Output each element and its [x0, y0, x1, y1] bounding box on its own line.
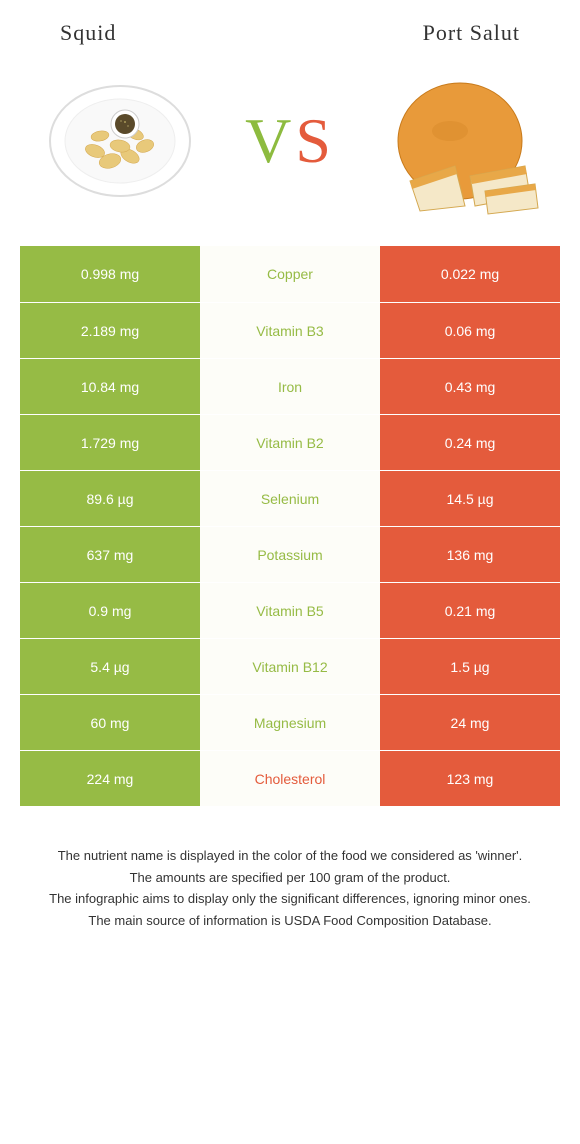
table-row: 224 mgCholesterol123 mg [20, 750, 560, 806]
nutrient-name: Vitamin B2 [200, 415, 380, 470]
header: Squid Port Salut [20, 20, 560, 46]
footnotes: The nutrient name is displayed in the co… [20, 846, 560, 930]
right-value: 123 mg [380, 751, 560, 806]
footnote-line: The main source of information is USDA F… [40, 911, 540, 931]
right-value: 0.24 mg [380, 415, 560, 470]
right-value: 24 mg [380, 695, 560, 750]
right-food-image [370, 66, 550, 216]
nutrient-name: Vitamin B3 [200, 303, 380, 358]
right-value: 0.43 mg [380, 359, 560, 414]
left-value: 224 mg [20, 751, 200, 806]
right-value: 14.5 µg [380, 471, 560, 526]
table-row: 10.84 mgIron0.43 mg [20, 358, 560, 414]
table-row: 5.4 µgVitamin B121.5 µg [20, 638, 560, 694]
nutrient-name: Vitamin B12 [200, 639, 380, 694]
right-food-title: Port Salut [423, 20, 520, 46]
footnote-line: The amounts are specified per 100 gram o… [40, 868, 540, 888]
table-row: 637 mgPotassium136 mg [20, 526, 560, 582]
nutrient-name: Potassium [200, 527, 380, 582]
left-value: 5.4 µg [20, 639, 200, 694]
right-value: 0.022 mg [380, 246, 560, 302]
nutrient-name: Cholesterol [200, 751, 380, 806]
table-row: 0.998 mgCopper0.022 mg [20, 246, 560, 302]
left-value: 1.729 mg [20, 415, 200, 470]
table-row: 89.6 µgSelenium14.5 µg [20, 470, 560, 526]
nutrient-name: Copper [200, 246, 380, 302]
table-row: 60 mgMagnesium24 mg [20, 694, 560, 750]
left-value: 89.6 µg [20, 471, 200, 526]
footnote-line: The nutrient name is displayed in the co… [40, 846, 540, 866]
left-value: 0.998 mg [20, 246, 200, 302]
left-food-title: Squid [60, 20, 116, 46]
left-value: 637 mg [20, 527, 200, 582]
vs-letter-v: V [245, 105, 295, 176]
vs-letter-s: S [295, 105, 335, 176]
right-value: 0.06 mg [380, 303, 560, 358]
table-row: 2.189 mgVitamin B30.06 mg [20, 302, 560, 358]
right-value: 1.5 µg [380, 639, 560, 694]
right-value: 0.21 mg [380, 583, 560, 638]
nutrient-table: 0.998 mgCopper0.022 mg2.189 mgVitamin B3… [20, 246, 560, 806]
nutrient-name: Selenium [200, 471, 380, 526]
left-value: 10.84 mg [20, 359, 200, 414]
footnote-line: The infographic aims to display only the… [40, 889, 540, 909]
image-row: VS [20, 66, 560, 216]
nutrient-name: Iron [200, 359, 380, 414]
vs-label: VS [245, 104, 335, 178]
left-value: 60 mg [20, 695, 200, 750]
left-value: 0.9 mg [20, 583, 200, 638]
nutrient-name: Magnesium [200, 695, 380, 750]
nutrient-name: Vitamin B5 [200, 583, 380, 638]
table-row: 1.729 mgVitamin B20.24 mg [20, 414, 560, 470]
left-food-image [30, 66, 210, 216]
left-value: 2.189 mg [20, 303, 200, 358]
table-row: 0.9 mgVitamin B50.21 mg [20, 582, 560, 638]
right-value: 136 mg [380, 527, 560, 582]
